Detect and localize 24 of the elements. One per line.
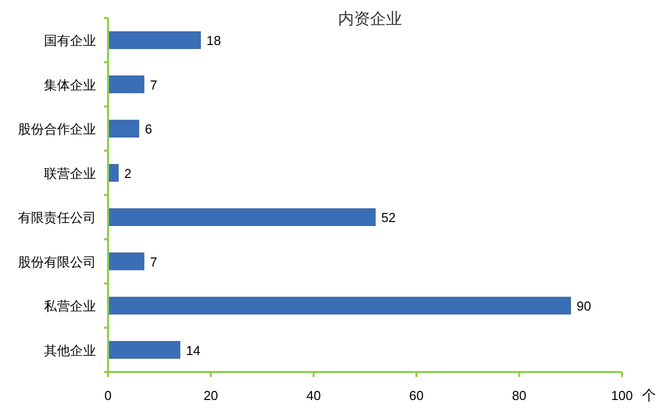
y-tick-label: 国有企业 — [44, 33, 96, 48]
x-tick-label: 60 — [409, 388, 424, 403]
y-tick-label: 其他企业 — [44, 342, 96, 358]
data-label: 2 — [124, 166, 132, 181]
x-tick-label: 40 — [306, 388, 321, 403]
data-label: 7 — [150, 254, 158, 270]
data-label: 7 — [150, 77, 158, 92]
data-label: 14 — [186, 342, 200, 358]
x-axis-title: 个 — [642, 387, 656, 403]
y-tick-label: 股份合作企业 — [18, 122, 96, 137]
data-label: 90 — [576, 298, 592, 314]
data-label: 18 — [206, 33, 221, 48]
y-tick-label: 集体企业 — [44, 77, 96, 92]
y-tick-label: 股份有限公司 — [18, 254, 96, 270]
x-tick-label: 80 — [512, 388, 526, 403]
x-tick-label: 100 — [611, 388, 633, 403]
y-tick-label: 有限责任公司 — [18, 210, 96, 226]
chart-title: 内资企业 — [338, 10, 402, 28]
y-tick-label: 联营企业 — [44, 166, 96, 181]
y-tick-label: 私营企业 — [44, 298, 96, 314]
data-label: 6 — [144, 122, 152, 137]
data-label: 52 — [381, 210, 396, 226]
x-tick-label: 20 — [204, 388, 218, 403]
x-tick-label: 0 — [104, 388, 112, 403]
